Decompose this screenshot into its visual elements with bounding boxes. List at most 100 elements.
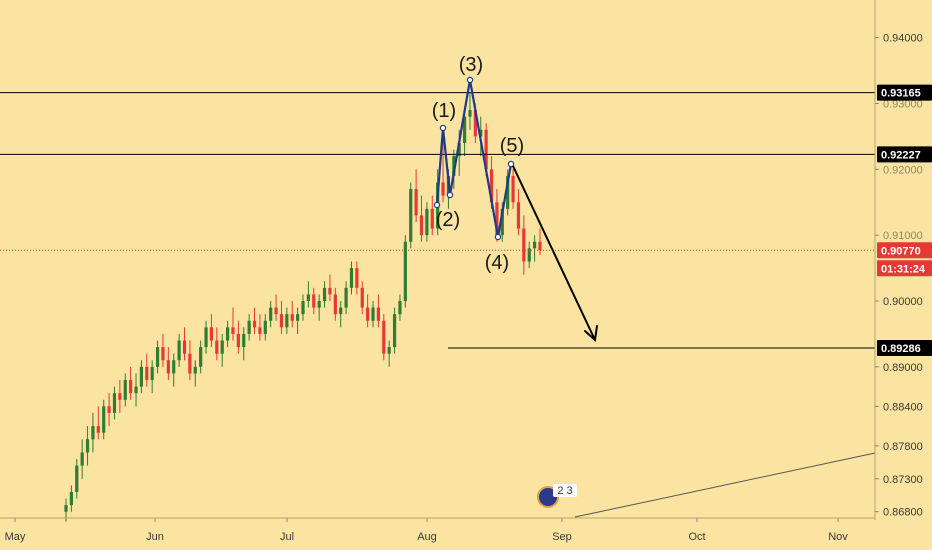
candle-body bbox=[64, 505, 68, 512]
candle-body bbox=[85, 439, 90, 453]
candle-body bbox=[274, 307, 278, 315]
candle-body bbox=[506, 175, 510, 209]
candle bbox=[516, 189, 521, 236]
candle-body bbox=[538, 241, 542, 251]
candle bbox=[85, 426, 90, 466]
candle-body bbox=[96, 426, 100, 433]
candle bbox=[344, 281, 348, 315]
candle bbox=[376, 294, 381, 328]
price-tag-93165: 0.93165 bbox=[877, 84, 932, 101]
candle-body bbox=[285, 314, 289, 328]
candle bbox=[333, 287, 337, 321]
candle bbox=[285, 307, 289, 334]
projection-arrowhead bbox=[584, 325, 598, 342]
candle bbox=[349, 261, 354, 295]
candle-body bbox=[102, 406, 106, 433]
event-badge-label-bg bbox=[553, 484, 577, 497]
elliott-wave-path bbox=[435, 78, 513, 239]
candle bbox=[462, 110, 467, 157]
candle bbox=[328, 274, 332, 302]
candle-body bbox=[376, 307, 381, 321]
price-tag-89286: 0.89286 bbox=[877, 340, 932, 357]
candle bbox=[274, 294, 278, 321]
event-badge: 2 3 bbox=[537, 484, 577, 508]
price-tag-89286-bg bbox=[877, 340, 932, 357]
candle bbox=[166, 347, 170, 381]
y-tick-label: 0.94000 bbox=[883, 33, 923, 45]
candle-body bbox=[484, 129, 488, 170]
candle bbox=[96, 406, 100, 440]
candle bbox=[107, 393, 111, 427]
candle-body bbox=[69, 491, 73, 506]
candle bbox=[258, 314, 262, 341]
candle bbox=[398, 294, 402, 321]
candle-body bbox=[355, 268, 359, 288]
candle-body bbox=[339, 307, 343, 315]
candle-body bbox=[199, 347, 203, 367]
candle-body bbox=[215, 340, 219, 354]
wave-layer: (1) (2) (3) (4) (5) bbox=[432, 54, 598, 342]
wave-point-1 bbox=[439, 124, 447, 132]
y-tick-label: 0.87300 bbox=[883, 474, 923, 486]
x-tick-label: Nov bbox=[828, 531, 848, 543]
candle-body bbox=[317, 301, 321, 308]
candle-body bbox=[129, 380, 133, 394]
candle bbox=[112, 386, 117, 420]
candle bbox=[69, 485, 73, 512]
candle-body bbox=[489, 169, 494, 203]
price-tag-93165-bg bbox=[877, 84, 932, 101]
candle bbox=[360, 281, 364, 315]
candle bbox=[527, 241, 531, 269]
wave-point-3 bbox=[466, 76, 474, 84]
candle bbox=[312, 287, 316, 315]
candle bbox=[468, 92, 472, 130]
countdown-tag: 01:31:24 bbox=[877, 260, 932, 277]
candle-body bbox=[155, 347, 160, 367]
candle bbox=[215, 327, 219, 361]
x-tick-label: Jul bbox=[280, 531, 294, 543]
y-tick-label: 0.88400 bbox=[883, 401, 923, 413]
candle bbox=[306, 281, 310, 308]
candle bbox=[145, 353, 149, 387]
candle bbox=[290, 301, 294, 328]
candle-body bbox=[398, 301, 402, 315]
candle-body bbox=[269, 307, 273, 321]
candle bbox=[511, 169, 515, 209]
candle bbox=[279, 301, 284, 334]
candle-body bbox=[452, 156, 456, 176]
candle bbox=[301, 294, 305, 321]
candle bbox=[177, 333, 181, 367]
candle-body bbox=[80, 452, 84, 466]
candle bbox=[75, 459, 79, 499]
candle bbox=[102, 399, 106, 440]
candle-body bbox=[263, 320, 267, 334]
price-tag-89286-text: 0.89286 bbox=[881, 343, 921, 355]
candle-body bbox=[279, 314, 284, 328]
candle bbox=[414, 169, 418, 222]
candle bbox=[317, 294, 321, 321]
candle-body bbox=[145, 366, 149, 381]
trendline bbox=[574, 452, 876, 518]
price-tag-92227-bg bbox=[877, 146, 932, 163]
candle-body bbox=[328, 287, 332, 295]
wave-label-2: (2) bbox=[436, 209, 460, 231]
candle-body bbox=[107, 406, 111, 413]
y-tick-label: 0.89000 bbox=[883, 362, 923, 374]
candle-body bbox=[371, 307, 375, 321]
x-tick-label: Oct bbox=[688, 531, 705, 543]
lines-layer bbox=[0, 92, 876, 518]
candle-body bbox=[425, 208, 429, 236]
x-tick-label: Sep bbox=[552, 531, 572, 543]
tags-layer: 0.93165 0.92227 0.89286 0.90770 01:31:24 2 3 bbox=[537, 84, 932, 508]
candle bbox=[441, 136, 445, 203]
candle bbox=[150, 360, 154, 394]
price-tag-92227: 0.92227 bbox=[877, 146, 932, 163]
candle bbox=[139, 360, 144, 394]
candle-body bbox=[139, 366, 144, 387]
candle bbox=[193, 360, 197, 387]
x-tick-label: May bbox=[5, 531, 26, 543]
candle-body bbox=[527, 248, 531, 262]
